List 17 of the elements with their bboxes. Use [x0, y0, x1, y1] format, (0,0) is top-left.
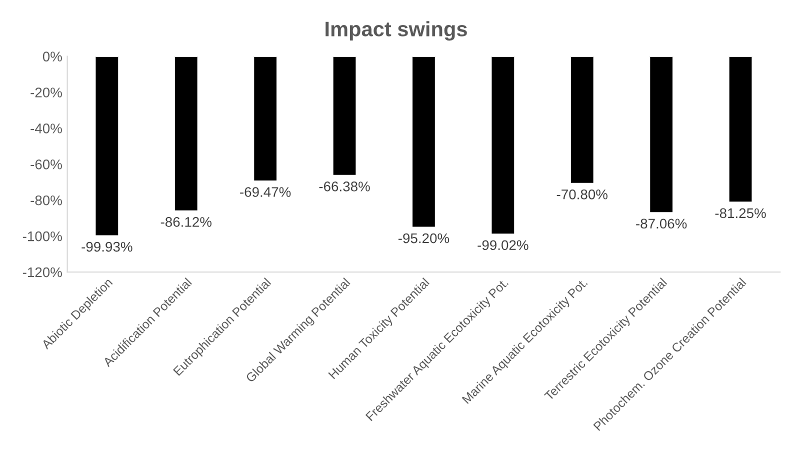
- data-label: -70.80%: [556, 189, 608, 200]
- y-tick-label: -80%: [30, 195, 62, 206]
- data-label: -69.47%: [240, 187, 291, 197]
- y-tick-label: -40%: [30, 124, 62, 134]
- data-label: -86.12%: [160, 217, 212, 227]
- data-label: -66.38%: [319, 182, 370, 192]
- y-tick-label: -20%: [30, 88, 62, 98]
- data-label: -99.93%: [82, 242, 132, 252]
- y-tick-label: -60%: [30, 159, 62, 170]
- y-tick-label: -120%: [22, 267, 62, 278]
- y-tick-label: -100%: [22, 231, 62, 242]
- chart-title: Impact swings: [326, 21, 467, 41]
- data-label: -81.25%: [715, 208, 766, 218]
- data-label: -99.02%: [478, 240, 528, 250]
- y-tick-label: 0%: [42, 52, 62, 62]
- data-label: -87.06%: [636, 218, 687, 229]
- data-label: -95.20%: [398, 233, 450, 244]
